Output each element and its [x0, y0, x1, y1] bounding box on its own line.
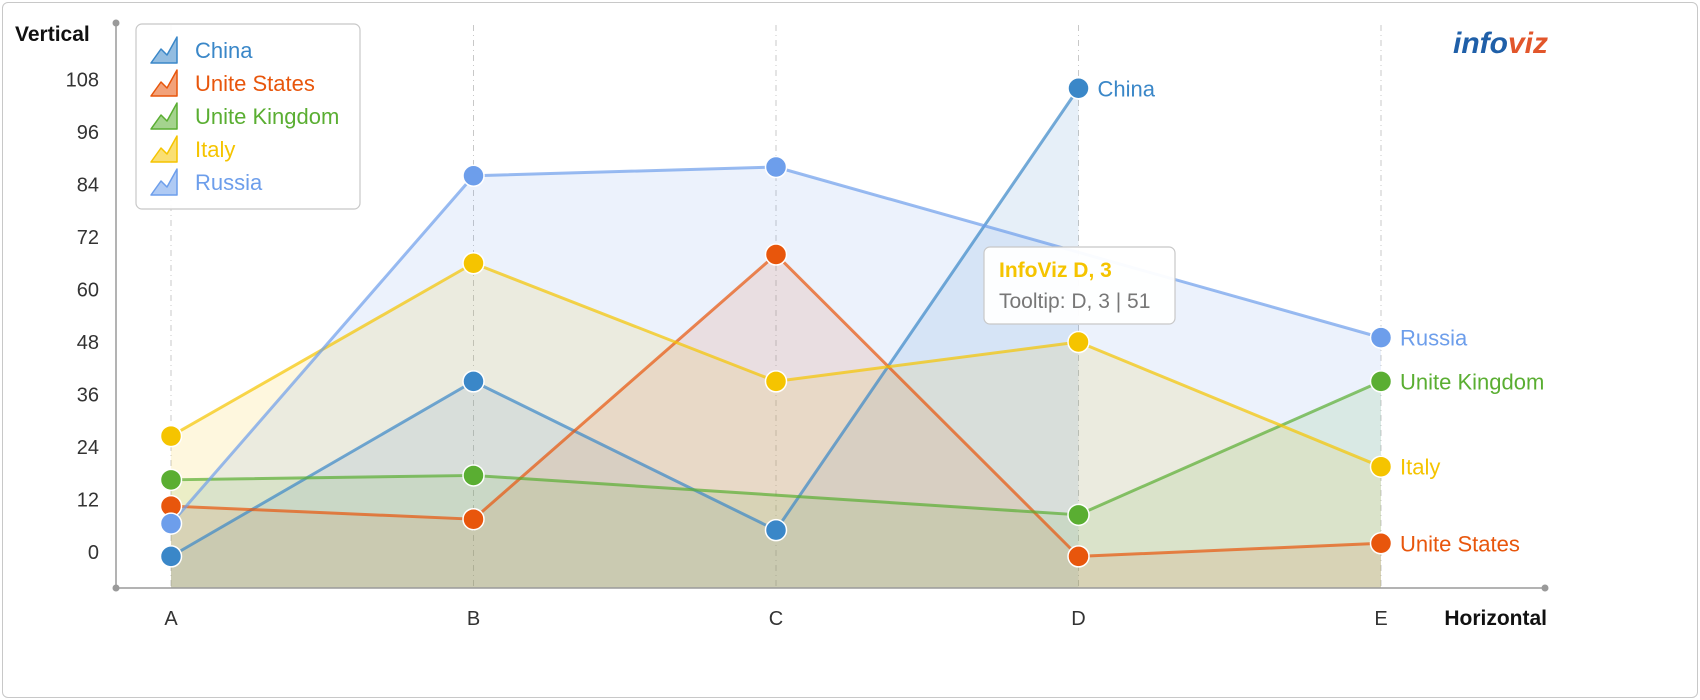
end-label-unite-states: Unite States — [1400, 531, 1520, 556]
end-label-layer: China Unite States Unite Kingdom Italy Russi… — [1098, 76, 1545, 556]
y-tick-96: 96 — [77, 122, 99, 144]
logo-text-viz: viz — [1508, 27, 1548, 60]
point-unite-kingdom-a[interactable] — [159, 468, 183, 492]
legend-item-unite-kingdom[interactable]: Unite Kingdom — [150, 102, 339, 130]
svg-text:infoviz: infoviz — [1453, 27, 1548, 60]
point-italy-e[interactable] — [1369, 455, 1393, 478]
tooltip-box — [983, 246, 1176, 325]
point-russia-c[interactable] — [764, 155, 788, 179]
area-unite-states — [171, 254, 1381, 588]
end-label-russia: Russia — [1400, 326, 1468, 351]
legend-label-italy: Italy — [195, 137, 235, 162]
point-unite-states-b[interactable] — [462, 507, 485, 531]
legend-area-icon-russia — [150, 168, 178, 196]
point-china-d[interactable] — [1067, 77, 1090, 100]
infoviz-logo: infoviz — [1453, 27, 1548, 60]
y-tick-0: 0 — [88, 542, 99, 564]
line-unite-kingdom — [170, 380, 1382, 517]
y-tick-36: 36 — [77, 385, 99, 407]
point-italy-c[interactable] — [764, 370, 788, 393]
x-axis-title: Horizontal — [1444, 607, 1547, 630]
legend-area-icon-italy — [150, 135, 178, 163]
legend-item-unite-states[interactable]: Unite States — [150, 69, 315, 97]
y-tick-24: 24 — [77, 437, 99, 459]
axis-layer: Vertical Horizontal — [15, 19, 1549, 630]
y-tick-48: 48 — [77, 332, 99, 354]
line-china — [170, 87, 1080, 558]
point-russia-b[interactable] — [462, 164, 485, 187]
legend-label-russia: Russia — [195, 170, 263, 195]
legend-box — [135, 23, 361, 210]
point-russia-e[interactable] — [1369, 326, 1393, 349]
tooltip-title: InfoViz D, 3 — [999, 259, 1112, 282]
end-label-italy: Italy — [1400, 455, 1440, 480]
x-tick-c: C — [769, 608, 783, 630]
x-tick-e: E — [1374, 608, 1387, 630]
legend-label-unite-kingdom: Unite Kingdom — [195, 104, 339, 129]
point-italy-a[interactable] — [159, 424, 183, 448]
legend: China Unite States Unite Kingdom Italy Russi… — [135, 23, 361, 210]
x-tick-d: D — [1071, 608, 1085, 630]
legend-area-icon-unite-states — [150, 69, 178, 97]
y-tick-108: 108 — [66, 70, 99, 92]
point-china-b[interactable] — [462, 370, 485, 393]
legend-item-russia[interactable]: Russia — [150, 168, 263, 196]
legend-item-italy[interactable]: Italy — [150, 135, 235, 163]
x-axis-end-dot — [1541, 584, 1549, 592]
logo-text-info: info — [1453, 27, 1508, 60]
legend-area-icon-unite-kingdom — [150, 102, 178, 130]
y-tick-12: 12 — [77, 490, 99, 512]
x-axis-start-dot — [112, 584, 120, 592]
x-tick-a: A — [164, 608, 178, 630]
legend-item-china[interactable]: China — [150, 36, 253, 64]
end-label-china: China — [1098, 76, 1156, 101]
point-italy-d[interactable] — [1067, 330, 1090, 354]
point-italy-b[interactable] — [462, 252, 485, 275]
point-unite-states-c[interactable] — [764, 243, 788, 266]
legend-items: China Unite States Unite Kingdom Italy Russi… — [150, 36, 339, 196]
legend-area-icon-china — [150, 36, 178, 64]
area-china — [171, 88, 1079, 588]
point-unite-kingdom-d[interactable] — [1067, 503, 1090, 527]
point-unite-states-e[interactable] — [1369, 532, 1393, 555]
area-unite-kingdom — [171, 381, 1381, 588]
y-tick-72: 72 — [77, 227, 99, 249]
point-china-c[interactable] — [764, 518, 788, 542]
y-axis-end-dot — [112, 19, 120, 27]
x-tick-labels: A B C D E — [164, 608, 1387, 630]
end-label-unite-kingdom: Unite Kingdom — [1400, 369, 1544, 394]
y-tick-84: 84 — [77, 175, 99, 197]
y-axis-title: Vertical — [15, 23, 90, 46]
point-russia-a[interactable] — [159, 512, 183, 535]
legend-label-china: China — [195, 38, 253, 63]
y-tick-60: 60 — [77, 280, 99, 302]
point-layer — [159, 77, 1393, 568]
point-unite-kingdom-e[interactable] — [1369, 370, 1393, 393]
tooltip: InfoViz D, 3 Tooltip: D, 3 | 51 — [983, 246, 1176, 325]
x-tick-b: B — [467, 608, 480, 630]
y-tick-labels: 0 12 24 36 48 60 72 84 96 108 — [66, 70, 99, 565]
tooltip-body: Tooltip: D, 3 | 51 — [999, 290, 1150, 313]
legend-label-unite-states: Unite States — [195, 71, 315, 96]
point-unite-kingdom-b[interactable] — [462, 464, 485, 487]
point-unite-states-d[interactable] — [1067, 545, 1090, 568]
point-china-a[interactable] — [159, 545, 183, 568]
chart-svg: Vertical Horizontal 0 12 24 36 48 60 72 84 96 108… — [15, 19, 1549, 630]
